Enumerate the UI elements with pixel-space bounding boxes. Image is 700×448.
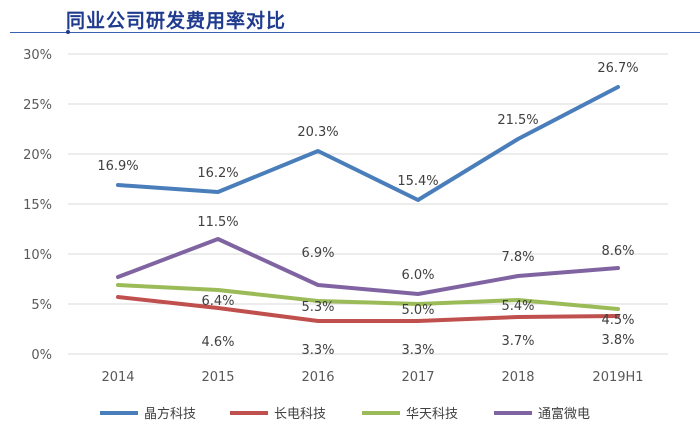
title-underline bbox=[10, 32, 700, 33]
y-tick-label: 5% bbox=[31, 298, 52, 313]
legend-label: 通富微电 bbox=[538, 406, 590, 422]
data-label: 5.3% bbox=[301, 300, 334, 315]
data-label: 11.5% bbox=[197, 215, 238, 230]
title-bar: 同业公司研发费用率对比 bbox=[0, 0, 700, 36]
data-label: 26.7% bbox=[597, 61, 638, 76]
series-line bbox=[116, 237, 620, 296]
data-label: 7.8% bbox=[501, 250, 534, 265]
data-label: 6.9% bbox=[301, 246, 334, 261]
data-label: 6.0% bbox=[401, 268, 434, 283]
data-label: 3.3% bbox=[301, 343, 334, 358]
y-tick-label: 30% bbox=[23, 48, 52, 63]
y-tick-label: 20% bbox=[23, 148, 52, 163]
data-label: 3.8% bbox=[601, 333, 634, 348]
data-label: 4.6% bbox=[201, 335, 234, 350]
data-label: 16.2% bbox=[197, 166, 238, 181]
data-label: 5.4% bbox=[501, 299, 534, 314]
data-label: 4.5% bbox=[601, 313, 634, 328]
x-tick-label: 2019H1 bbox=[592, 370, 643, 385]
data-label: 15.4% bbox=[397, 174, 438, 189]
y-tick-label: 0% bbox=[31, 348, 52, 363]
y-tick-label: 25% bbox=[23, 98, 52, 113]
data-label: 8.6% bbox=[601, 244, 634, 259]
data-label: 16.9% bbox=[97, 159, 138, 174]
x-tick-label: 2015 bbox=[201, 370, 234, 385]
series-line bbox=[116, 283, 620, 311]
y-tick-label: 10% bbox=[23, 248, 52, 263]
data-label: 6.4% bbox=[201, 294, 234, 309]
data-label: 3.7% bbox=[501, 334, 534, 349]
x-tick-label: 2017 bbox=[401, 370, 434, 385]
x-tick-label: 2014 bbox=[101, 370, 134, 385]
series-line bbox=[116, 85, 620, 202]
series-line bbox=[116, 295, 620, 323]
legend-label: 华天科技 bbox=[406, 407, 458, 422]
legend-label: 晶方科技 bbox=[144, 406, 196, 422]
data-label: 3.3% bbox=[401, 343, 434, 358]
data-label: 20.3% bbox=[297, 125, 338, 140]
title-dot bbox=[66, 30, 70, 34]
y-tick-label: 15% bbox=[23, 198, 52, 213]
x-tick-label: 2018 bbox=[501, 370, 534, 385]
x-tick-label: 2016 bbox=[301, 370, 334, 385]
chart-title: 同业公司研发费用率对比 bbox=[66, 10, 287, 32]
data-label: 21.5% bbox=[497, 113, 538, 128]
legend-label: 长电科技 bbox=[274, 407, 326, 422]
data-label: 5.0% bbox=[401, 303, 434, 318]
